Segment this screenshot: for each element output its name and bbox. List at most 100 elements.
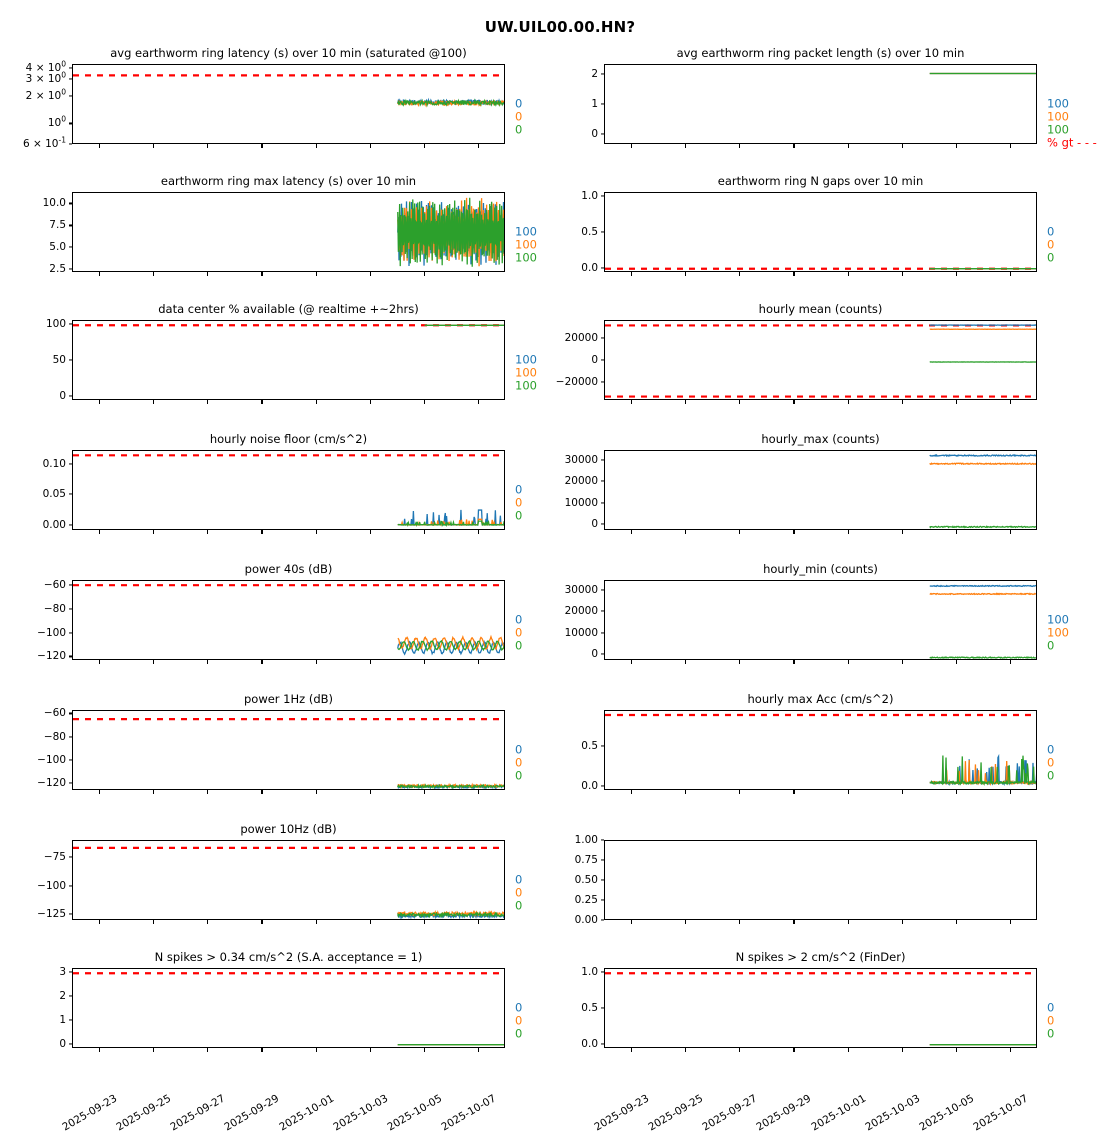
- y-tick-mark: [69, 395, 73, 396]
- y-tick-mark: [69, 494, 73, 495]
- x-tick-mark: [261, 920, 262, 924]
- panel-title: data center % available (@ realtime +~2h…: [72, 302, 505, 316]
- panel-title: hourly noise floor (cm/s^2): [72, 432, 505, 446]
- x-tick-mark: [902, 530, 903, 534]
- side-label-HNE: 0: [1047, 641, 1054, 653]
- y-tick-mark: [69, 584, 73, 585]
- x-tick-mark: [207, 400, 208, 404]
- x-tick-label: 2025-09-29: [755, 1093, 814, 1133]
- x-tick-mark: [207, 272, 208, 276]
- x-tick-mark: [316, 660, 317, 664]
- x-tick-mark: [478, 400, 479, 404]
- side-label-HNN: 0: [515, 497, 522, 509]
- y-tick-label: −125: [37, 908, 72, 920]
- y-tick-mark: [601, 103, 605, 104]
- x-tick-mark: [207, 660, 208, 664]
- y-tick-mark: [601, 73, 605, 74]
- y-tick-mark: [69, 736, 73, 737]
- x-tick-mark: [793, 530, 794, 534]
- y-tick-label: −100: [37, 627, 72, 639]
- y-tick-mark: [601, 459, 605, 460]
- y-tick-mark: [69, 324, 73, 325]
- side-label-HNZ: 100: [1047, 98, 1069, 110]
- x-tick-mark: [848, 1048, 849, 1052]
- x-tick-label: 2025-09-25: [647, 1093, 706, 1133]
- x-tick-mark: [99, 272, 100, 276]
- x-tick-label: 2025-10-07: [971, 1093, 1030, 1133]
- y-tick-mark: [69, 996, 73, 997]
- x-tick-mark: [153, 660, 154, 664]
- x-tick-mark: [370, 660, 371, 664]
- y-tick-mark: [601, 611, 605, 612]
- y-tick-mark: [69, 857, 73, 858]
- x-tick-mark: [902, 272, 903, 276]
- y-tick-label: 20000: [565, 605, 604, 617]
- x-tick-mark: [685, 790, 686, 794]
- y-tick-mark: [69, 759, 73, 760]
- x-tick-label: 2025-10-05: [385, 1093, 444, 1133]
- plot-area: [604, 840, 1037, 920]
- x-tick-mark: [1010, 400, 1011, 404]
- y-tick-label: 10000: [565, 627, 604, 639]
- x-tick-mark: [956, 272, 957, 276]
- x-tick-mark: [793, 272, 794, 276]
- x-tick-mark: [956, 920, 957, 924]
- side-label-HNZ: 0: [1047, 744, 1054, 756]
- trace-HNE: [930, 657, 1037, 658]
- y-tick-mark: [601, 879, 605, 880]
- side-label-HNZ: 0: [515, 484, 522, 496]
- x-tick-mark: [848, 272, 849, 276]
- x-tick-mark: [153, 790, 154, 794]
- y-tick-mark: [69, 269, 73, 270]
- x-tick-mark: [207, 530, 208, 534]
- x-tick-mark: [316, 272, 317, 276]
- x-tick-mark: [739, 1048, 740, 1052]
- x-tick-mark: [370, 530, 371, 534]
- x-tick-mark: [478, 530, 479, 534]
- x-tick-mark: [739, 790, 740, 794]
- x-tick-mark: [261, 790, 262, 794]
- side-label-HNZ: 100: [1047, 614, 1069, 626]
- x-tick-mark: [207, 144, 208, 148]
- x-tick-mark: [316, 790, 317, 794]
- panel-title: N spikes > 0.34 cm/s^2 (S.A. acceptance …: [72, 950, 505, 964]
- y-tick-mark: [69, 67, 73, 68]
- x-tick-mark: [478, 920, 479, 924]
- x-tick-mark: [424, 1048, 425, 1052]
- x-tick-label: 2025-09-23: [60, 1093, 119, 1133]
- x-tick-mark: [316, 144, 317, 148]
- x-tick-mark: [424, 400, 425, 404]
- trace-HNZ: [930, 585, 1037, 586]
- side-label-HNZ: 0: [515, 874, 522, 886]
- y-tick-mark: [601, 134, 605, 135]
- y-tick-mark: [69, 463, 73, 464]
- side-label-HNN: 100: [1047, 111, 1069, 123]
- y-tick-mark: [601, 972, 605, 973]
- x-tick-mark: [739, 660, 740, 664]
- panel-title: earthworm ring N gaps over 10 min: [604, 174, 1037, 188]
- y-tick-mark: [601, 589, 605, 590]
- percent-gt-legend: % gt - - -: [1047, 137, 1097, 149]
- side-label-HNZ: 0: [515, 1002, 522, 1014]
- x-tick-mark: [207, 790, 208, 794]
- x-tick-mark: [793, 660, 794, 664]
- x-tick-mark: [316, 1048, 317, 1052]
- side-label-HNN: 0: [515, 627, 522, 639]
- x-tick-mark: [316, 920, 317, 924]
- side-label-HNN: 100: [515, 367, 537, 379]
- y-tick-label: 20000: [565, 332, 604, 344]
- x-tick-label: 2025-10-03: [863, 1093, 922, 1133]
- x-tick-mark: [685, 1048, 686, 1052]
- x-tick-mark: [902, 920, 903, 924]
- x-tick-mark: [261, 144, 262, 148]
- y-tick-mark: [69, 247, 73, 248]
- x-tick-mark: [316, 400, 317, 404]
- y-tick-mark: [601, 359, 605, 360]
- x-tick-mark: [478, 144, 479, 148]
- y-tick-mark: [69, 1019, 73, 1020]
- x-tick-mark: [207, 1048, 208, 1052]
- x-tick-mark: [316, 530, 317, 534]
